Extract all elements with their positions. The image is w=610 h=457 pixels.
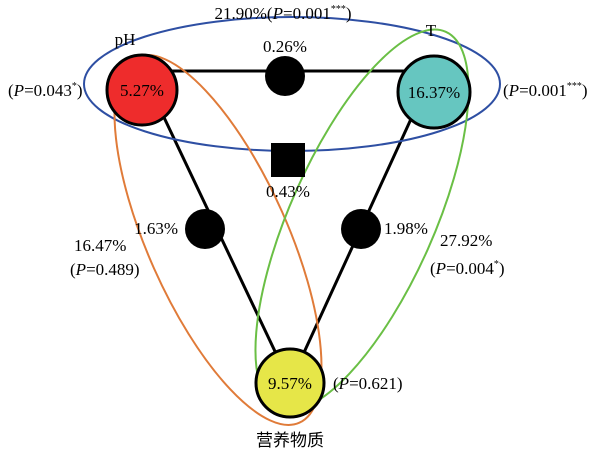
t-p-value: (P=0.001***) — [503, 81, 588, 100]
nutrients-value: 9.57% — [268, 374, 312, 393]
node-nutrients — [254, 347, 326, 419]
group-ph-nutrients-p: (P=0.489) — [70, 260, 140, 279]
pair-ph-nutrients-value: 1.63% — [134, 219, 178, 238]
t-name: T — [426, 21, 437, 40]
node-t — [396, 54, 472, 130]
pair-t-nutrients-value: 1.98% — [384, 219, 428, 238]
ph-name: pH — [115, 30, 136, 49]
pair-ph-t-value: 0.26% — [263, 37, 307, 56]
group-ph-nutrients-value: 16.47% — [74, 236, 126, 255]
group-t-nutrients-p: (P=0.004*) — [430, 259, 505, 278]
center-node — [271, 143, 305, 177]
center-value: 0.43% — [266, 182, 310, 201]
pair-node-ph-t — [265, 56, 305, 96]
ph-p-value: (P=0.043*) — [8, 81, 83, 100]
pair-node-ph-nutrients — [185, 209, 225, 249]
group-t-nutrients-value: 27.92% — [440, 231, 492, 250]
t-value: 16.37% — [408, 83, 460, 102]
nutrients-name: 营养物质 — [256, 431, 324, 450]
ph-value: 5.27% — [120, 81, 164, 100]
nutrients-p-value: (P=0.621) — [333, 374, 403, 393]
group-ph-t-label: 21.90%(P=0.001***) — [215, 4, 352, 23]
node-ph — [105, 53, 179, 127]
pair-node-t-nutrients — [341, 209, 381, 249]
